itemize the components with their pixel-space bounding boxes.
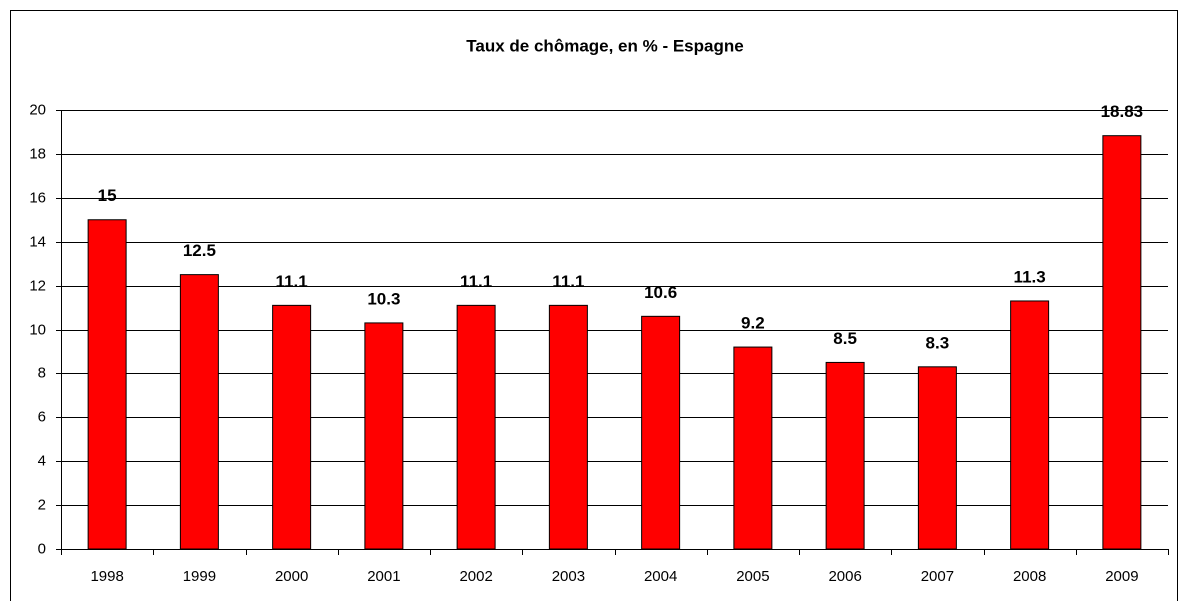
- y-tick-label: 16: [29, 189, 46, 206]
- value-label: 9.2: [741, 314, 765, 333]
- y-tick-label: 20: [29, 101, 46, 118]
- bar: [1010, 300, 1050, 550]
- x-tick-label: 2009: [1105, 568, 1138, 585]
- value-label: 18.83: [1101, 102, 1144, 121]
- y-tick-label: 6: [38, 408, 46, 425]
- bar: [641, 315, 681, 550]
- x-tick-label: 1998: [90, 568, 123, 585]
- bar: [456, 304, 496, 550]
- x-tick-label: 2005: [736, 568, 769, 585]
- x-tick-label: 2006: [828, 568, 861, 585]
- y-tick-label: 0: [38, 540, 46, 557]
- bar: [364, 322, 404, 550]
- x-tick-label: 2003: [552, 568, 585, 585]
- value-label: 11.1: [276, 272, 308, 291]
- bar: [825, 361, 865, 550]
- value-label: 8.5: [833, 329, 857, 348]
- bar: [179, 274, 219, 550]
- bar: [917, 366, 957, 550]
- y-tick-label: 2: [38, 496, 46, 513]
- bar: [1102, 135, 1142, 550]
- value-label: 11.1: [552, 272, 584, 291]
- x-tick-label: 2008: [1013, 568, 1046, 585]
- y-tick-label: 8: [38, 364, 46, 381]
- value-label: 12.5: [183, 241, 216, 260]
- bar: [272, 304, 312, 550]
- y-tick-label: 10: [29, 321, 46, 338]
- value-label: 10.6: [644, 283, 677, 302]
- y-tick-label: 4: [38, 452, 46, 469]
- bar: [87, 219, 127, 550]
- x-tick-label: 2007: [921, 568, 954, 585]
- x-tick-label: 2000: [275, 568, 308, 585]
- bar: [733, 346, 773, 550]
- value-label: 10.3: [367, 289, 400, 308]
- x-tick-label: 2002: [459, 568, 492, 585]
- x-tick-label: 2004: [644, 568, 677, 585]
- y-tick-label: 18: [29, 145, 46, 162]
- y-tick-label: 14: [29, 233, 46, 250]
- bar: [548, 304, 588, 550]
- value-label: 8.3: [926, 333, 950, 352]
- value-label: 11.3: [1014, 267, 1046, 286]
- x-tick-label: 2001: [367, 568, 400, 585]
- y-tick-label: 12: [29, 277, 46, 294]
- value-label: 15: [98, 186, 117, 205]
- value-label: 11.1: [460, 272, 492, 291]
- x-tick-label: 1999: [183, 568, 216, 585]
- chart-title: Taux de chômage, en % - Espagne: [466, 36, 743, 55]
